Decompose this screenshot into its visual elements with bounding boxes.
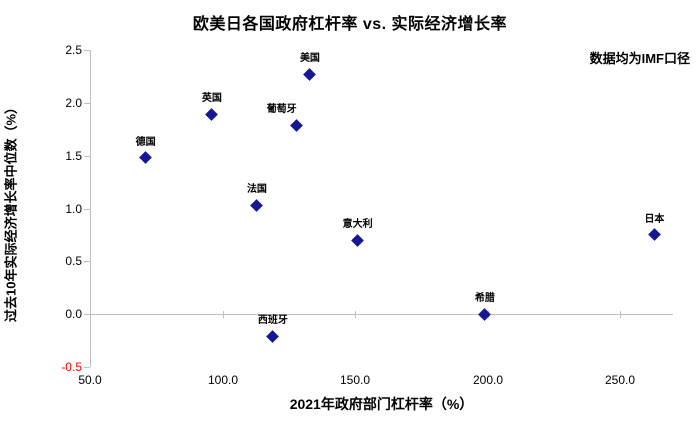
y-tick-label: 1.5 [65,149,82,163]
y-tick-label: 2.5 [65,43,82,57]
data-point-marker [250,198,264,212]
data-point-marker [205,108,219,121]
data-point-marker [139,151,153,165]
data-point-label: 希腊 [474,293,495,305]
x-axis-tick [355,311,356,318]
x-axis-line [90,314,673,315]
y-axis-line [90,50,91,367]
data-point-label: 西班牙 [257,315,288,327]
data-point-marker [290,118,304,132]
y-tick-label: 2.0 [65,96,82,110]
y-axis-tick [84,103,90,104]
x-axis-tick [620,311,621,318]
data-point-marker [478,307,492,321]
x-tick-label: 200.0 [472,373,504,387]
data-point-label: 英国 [201,93,222,105]
y-axis-tick [84,209,90,210]
y-tick-label: 0.0 [65,307,82,321]
y-tick-label: 0.5 [65,254,82,268]
chart-title: 欧美日各国政府杠杆率 vs. 实际经济增长率 [192,16,508,33]
y-axis-title: 过去10年实际经济增长率中位数（%） [3,100,19,323]
data-point-marker [266,329,280,343]
data-point-marker [648,228,661,242]
data-point-label: 葡萄牙 [266,104,297,116]
x-tick-label: 250.0 [604,373,636,387]
y-tick-label: -0.5 [61,360,82,374]
x-tick-label: 50.0 [78,373,102,387]
x-axis-tick [223,311,224,318]
data-point-label: 日本 [644,213,665,225]
data-point-label: 美国 [299,53,320,65]
x-axis-title: 2021年政府部门杠杆率（%） [289,396,474,412]
x-tick-label: 150.0 [339,373,371,387]
y-tick-label: 1.0 [65,202,82,216]
x-tick-label: 100.0 [207,373,239,387]
y-axis-tick [84,367,90,368]
y-axis-tick [84,261,90,262]
y-axis-tick [84,156,90,157]
data-point-label: 法国 [246,184,267,196]
data-point-label: 德国 [135,136,156,148]
y-axis-tick [84,314,90,315]
y-axis-tick [84,50,90,51]
annotation-note: 数据均为IMF口径 [589,51,690,66]
data-point-marker [351,233,365,247]
data-point-marker [303,67,317,81]
data-point-label: 意大利 [342,219,373,231]
